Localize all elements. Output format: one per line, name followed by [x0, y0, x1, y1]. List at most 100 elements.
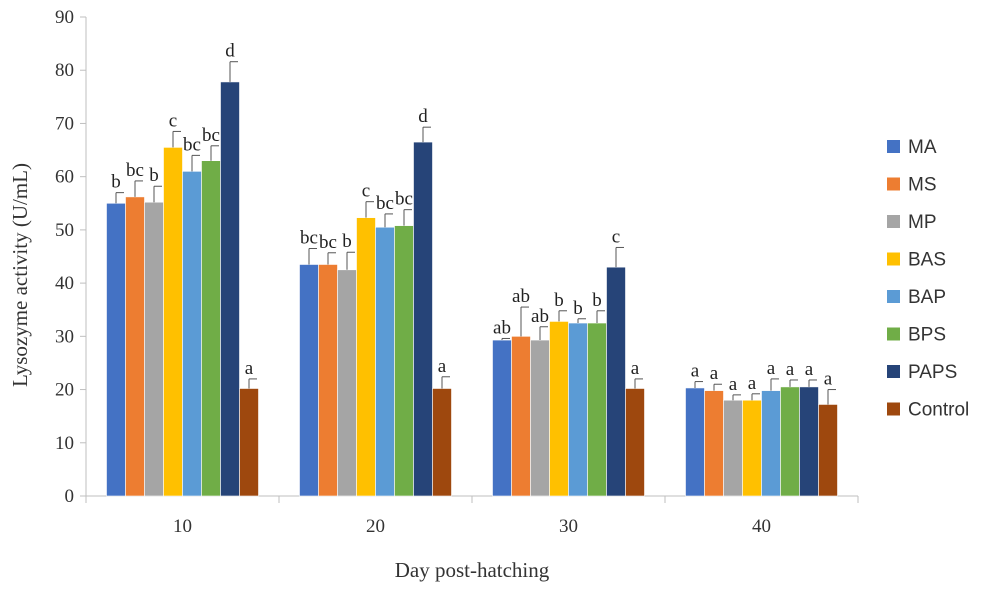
y-tick-label: 60: [55, 167, 74, 188]
legend-swatch-ms: [887, 177, 900, 191]
bar-ma-day-20: [299, 264, 319, 497]
legend-swatch-bas: [887, 252, 900, 266]
legend-label-bap: BAP: [908, 287, 946, 308]
legend-swatch-control: [887, 402, 900, 416]
significance-label: a: [631, 358, 640, 379]
significance-label: bc: [202, 125, 220, 146]
legend-swatch-bps: [887, 327, 900, 341]
legend-swatch-bap: [887, 290, 900, 303]
x-tick-label: 20: [366, 516, 385, 537]
y-tick-label: 10: [55, 433, 74, 454]
y-tick-label: 40: [55, 273, 74, 294]
y-tick-label: 20: [55, 380, 74, 401]
significance-label: b: [573, 298, 583, 319]
bar-control-day-40: [818, 404, 838, 497]
y-tick-label: 70: [55, 113, 74, 134]
x-tick-label: 40: [752, 516, 771, 537]
significance-label: a: [438, 356, 447, 377]
bar-bas-day-40: [742, 399, 762, 497]
bar-bap-day-20: [375, 226, 395, 497]
y-tick-label: 50: [55, 220, 74, 241]
significance-label: c: [612, 226, 620, 247]
y-tick-label: 0: [65, 486, 75, 507]
bar-ma-day-30: [492, 339, 512, 497]
significance-label: b: [554, 290, 564, 311]
bar-control-day-10: [239, 388, 259, 497]
significance-label: bc: [376, 193, 394, 214]
significance-label: a: [786, 359, 795, 380]
bar-ms-day-40: [704, 390, 724, 497]
significance-label: a: [729, 374, 738, 395]
bar-bap-day-10: [182, 171, 202, 497]
legend-swatch-mp: [887, 215, 900, 228]
bar-mp-day-20: [337, 269, 357, 497]
bar-bps-day-20: [394, 225, 414, 497]
legend-label-control: Control: [908, 400, 969, 421]
significance-label: c: [362, 181, 370, 202]
bar-bas-day-10: [163, 147, 183, 497]
bar-paps-day-40: [799, 386, 819, 497]
x-axis: 10 20 30 40: [85, 495, 859, 537]
significance-label: ab: [531, 306, 549, 327]
bar-ms-day-10: [125, 196, 145, 497]
significance-label: ab: [512, 286, 530, 307]
significance-label: bc: [395, 189, 413, 210]
y-axis: 0 10 20 30 40 50 60 70 80 90: [55, 7, 87, 507]
legend-label-paps: PAPS: [908, 362, 957, 383]
significance-label: b: [111, 172, 121, 193]
y-tick-label: 80: [55, 60, 74, 81]
significance-label: c: [169, 110, 177, 131]
y-tick-label: 30: [55, 326, 74, 347]
significance-label: bc: [183, 134, 201, 155]
bar-paps-day-10: [220, 81, 240, 497]
significance-label: d: [225, 41, 235, 62]
significance-label: b: [592, 290, 602, 311]
significance-label: a: [710, 363, 719, 384]
bar-bps-day-10: [201, 160, 221, 497]
bar-bps-day-40: [780, 386, 800, 497]
x-axis-title: Day post-hatching: [395, 558, 550, 582]
significance-label: ab: [493, 317, 511, 338]
legend-swatch-paps: [887, 365, 900, 378]
x-tick-label: 10: [173, 516, 192, 537]
bar-mp-day-30: [530, 339, 550, 497]
x-tick-label: 30: [559, 516, 578, 537]
bar-control-day-20: [432, 388, 452, 497]
bar-ms-day-30: [511, 336, 531, 497]
legend-swatch-ma: [887, 140, 900, 153]
significance-label: a: [748, 373, 757, 394]
significance-label: a: [805, 359, 814, 380]
significance-label: a: [245, 358, 254, 379]
significance-label: bc: [319, 232, 337, 253]
bar-ma-day-10: [106, 202, 126, 497]
bar-ms-day-20: [318, 264, 338, 497]
y-axis-title: Lysozyme activity (U/mL): [8, 163, 32, 387]
legend-label-bps: BPS: [908, 325, 946, 346]
legend-label-bas: BAS: [908, 250, 946, 271]
legend: MA MS MP BAS BAP BPS PAPS Control: [887, 137, 969, 421]
significance-label: d: [418, 106, 428, 127]
bar-bap-day-40: [761, 390, 781, 497]
legend-label-ma: MA: [908, 137, 937, 158]
bar-paps-day-30: [606, 266, 626, 497]
bar-mp-day-40: [723, 399, 743, 497]
bar-bps-day-30: [587, 322, 607, 497]
bar-control-day-30: [625, 388, 645, 497]
bar-bas-day-30: [549, 321, 569, 497]
bar-mp-day-10: [144, 201, 164, 497]
significance-label: a: [767, 358, 776, 379]
significance-label: b: [342, 231, 352, 252]
bar-bas-day-20: [356, 217, 376, 497]
significance-label: a: [824, 369, 833, 390]
significance-label: a: [691, 361, 700, 382]
significance-label: b: [149, 165, 159, 186]
y-tick-label: 90: [55, 7, 74, 28]
legend-label-mp: MP: [908, 212, 937, 233]
bar-ma-day-40: [685, 387, 705, 497]
bar-paps-day-20: [413, 141, 433, 497]
bar-bap-day-30: [568, 322, 588, 497]
significance-label: bc: [300, 228, 318, 249]
legend-label-ms: MS: [908, 175, 937, 196]
